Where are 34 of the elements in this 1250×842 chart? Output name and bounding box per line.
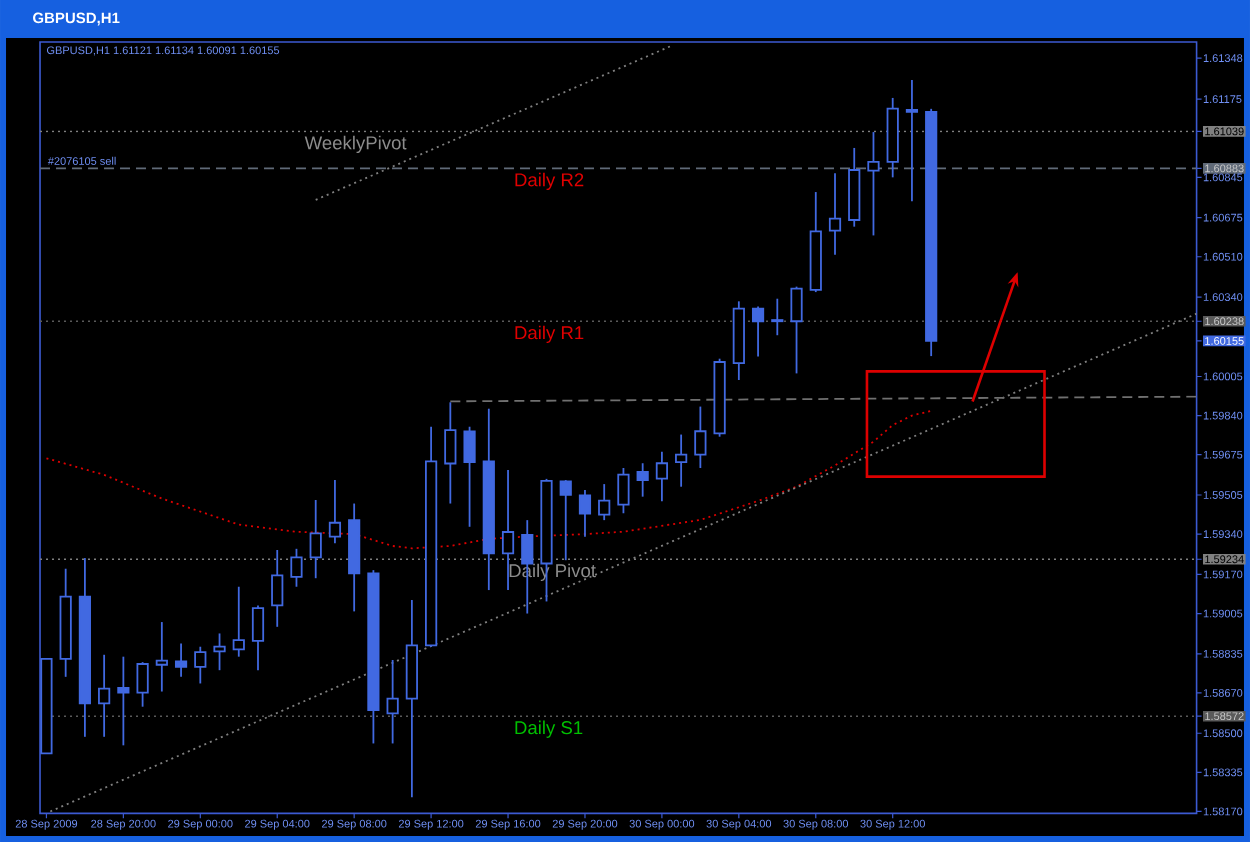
candlestick <box>386 659 399 745</box>
candlestick <box>598 483 611 522</box>
candlestick <box>636 462 649 498</box>
candlestick <box>867 131 880 237</box>
candlestick <box>232 585 245 658</box>
candlestick <box>117 655 130 747</box>
candlestick <box>98 653 111 738</box>
ref-line-label: Daily S1 <box>515 720 583 738</box>
candlestick <box>309 499 322 580</box>
candlestick <box>174 642 188 678</box>
candlestick <box>675 433 688 488</box>
candlestick <box>328 479 342 545</box>
candlestick <box>271 549 284 628</box>
candlestick <box>617 467 630 515</box>
candlestick <box>290 547 303 588</box>
ref-line-label: Daily R2 <box>515 172 584 191</box>
candlestick <box>905 79 919 203</box>
candlestick <box>136 661 149 708</box>
ref-line-label: Daily R1 <box>515 325 584 343</box>
candlestick <box>771 297 784 337</box>
candlestick <box>559 479 572 562</box>
candlestick <box>578 489 592 538</box>
candlestick <box>213 632 226 672</box>
candlestick <box>251 604 265 672</box>
candlestick <box>828 172 842 256</box>
candlestick <box>444 401 457 505</box>
candlestick <box>790 285 803 375</box>
candlestick <box>655 450 668 503</box>
candlestick <box>463 425 476 528</box>
candlestick <box>194 645 207 685</box>
ref-line-label: WeeklyPivot <box>304 135 407 154</box>
candlestick <box>751 305 765 358</box>
candlestick <box>694 405 707 469</box>
candlestick <box>155 621 168 693</box>
